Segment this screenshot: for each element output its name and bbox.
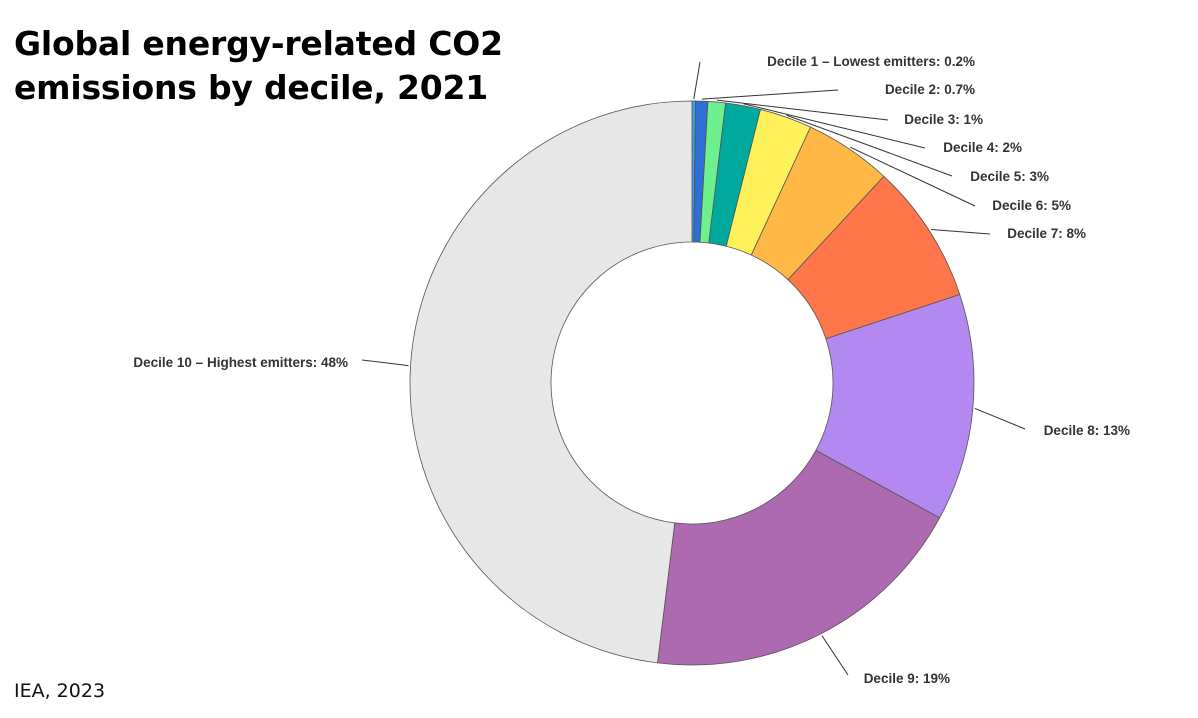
leader-line-decile-2 <box>701 89 839 100</box>
title-line-2: emissions by decile, 2021 <box>14 68 489 107</box>
leader-line-decile-6 <box>850 146 976 207</box>
label-decile-7: Decile 7: 8% <box>1007 226 1086 241</box>
label-decile-9: Decile 9: 19% <box>864 671 950 686</box>
leader-line-decile-10 <box>361 359 409 367</box>
source-note: IEA, 2023 <box>14 680 106 702</box>
label-decile-4: Decile 4: 2% <box>943 140 1022 155</box>
slice-labels: Decile 1 – Lowest emitters: 0.2% Decile 2… <box>133 54 1130 686</box>
donut-slices <box>409 100 975 666</box>
chart-title: Global energy-related CO2 emissions by d… <box>14 22 534 110</box>
slice-decile-8 <box>815 294 975 519</box>
slice-decile-10 <box>409 100 693 664</box>
label-decile-1: Decile 1 – Lowest emitters: 0.2% <box>767 54 975 69</box>
leader-line-decile-7 <box>930 229 991 235</box>
leader-lines <box>361 61 1026 676</box>
title-line-1: Global energy-related CO2 <box>14 24 503 63</box>
label-decile-2: Decile 2: 0.7% <box>885 82 975 97</box>
label-decile-6: Decile 6: 5% <box>992 198 1071 213</box>
leader-line-decile-4 <box>743 103 926 149</box>
leader-line-decile-5 <box>786 114 953 177</box>
label-decile-10: Decile 10 – Highest emitters: 48% <box>133 355 348 370</box>
slice-decile-9 <box>657 449 941 666</box>
leader-line-decile-8 <box>974 407 1026 430</box>
leader-line-decile-9 <box>821 635 849 676</box>
leader-line-decile-3 <box>716 99 889 121</box>
label-decile-3: Decile 3: 1% <box>904 112 983 127</box>
label-decile-8: Decile 8: 13% <box>1044 423 1130 438</box>
leader-line-decile-1 <box>693 61 701 100</box>
label-decile-5: Decile 5: 3% <box>970 169 1049 184</box>
